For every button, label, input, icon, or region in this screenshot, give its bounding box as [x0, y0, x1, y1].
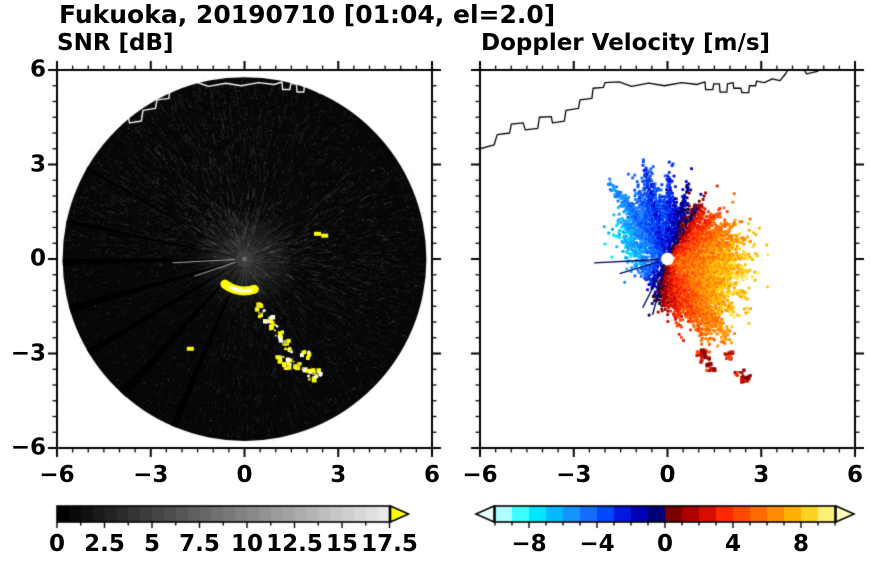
x-tick-label-panel1: −3: [556, 462, 592, 488]
figure-title: Fukuoka, 20190710 [01:04, el=2.0]: [59, 0, 556, 29]
snr-colorbar-tick-label: 15: [325, 531, 359, 557]
x-tick-label-panel0: −6: [39, 462, 75, 488]
x-tick-label-panel1: −6: [462, 462, 498, 488]
velocity-colorbar-tick-label: 0: [656, 531, 674, 557]
snr-colorbar-tick-label: 10: [230, 531, 264, 557]
snr-colorbar-tick-label: 0: [48, 531, 66, 557]
y-tick-label: 3: [29, 150, 46, 177]
velocity-colorbar-tick-label: −4: [579, 531, 615, 557]
snr-panel-title: SNR [dB]: [57, 30, 174, 56]
x-tick-label-panel0: −3: [133, 462, 169, 488]
y-tick-label: −3: [10, 339, 46, 366]
y-tick-label: 6: [29, 56, 46, 83]
snr-colorbar-tick-label: 17.5: [361, 531, 418, 557]
x-tick-label-panel0: 0: [236, 462, 253, 488]
x-tick-label-panel0: 3: [330, 462, 347, 488]
x-tick-label-panel1: 3: [753, 462, 770, 488]
snr-colorbar-tick-label: 5: [143, 531, 161, 557]
snr-colorbar-tick-label: 7.5: [179, 531, 220, 557]
velocity-colorbar-tick-label: 4: [724, 531, 742, 557]
snr-colorbar-tick-label: 2.5: [84, 531, 125, 557]
velocity-colorbar-tick-label: 8: [792, 531, 810, 557]
x-tick-label-panel1: 0: [659, 462, 676, 488]
y-tick-label: 0: [29, 245, 46, 272]
x-tick-label-panel0: 6: [423, 462, 441, 488]
velocity-colorbar-tick-label: −8: [511, 531, 547, 557]
y-tick-label: −6: [10, 434, 46, 461]
velocity-panel-title: Doppler Velocity [m/s]: [481, 30, 771, 56]
snr-colorbar-tick-label: 12.5: [266, 531, 323, 557]
x-tick-label-panel1: 6: [846, 462, 864, 488]
